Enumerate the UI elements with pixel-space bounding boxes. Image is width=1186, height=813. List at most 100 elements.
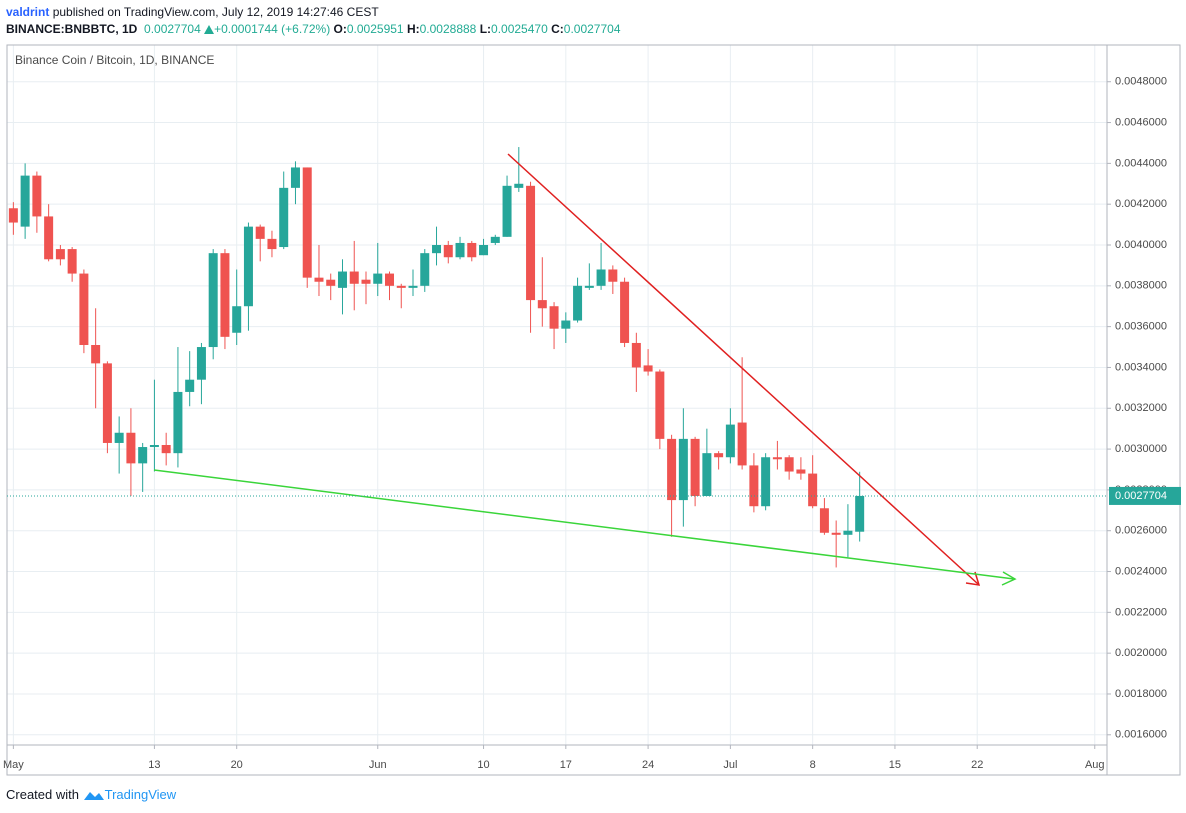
brand[interactable]: TradingView — [104, 787, 177, 802]
candle-body — [502, 185, 512, 237]
candle-body — [220, 253, 230, 337]
x-tick-label: 17 — [560, 759, 572, 771]
x-tick-label: Jun — [369, 759, 387, 771]
candle-body — [337, 271, 347, 288]
header: valdrint published on TradingView.com, J… — [6, 4, 621, 38]
chart-title: Binance Coin / Bitcoin, 1D, BINANCE — [15, 53, 214, 67]
candle-body — [373, 273, 383, 284]
candle-body — [361, 279, 371, 284]
y-tick-label: 0.0020000 — [1115, 647, 1167, 659]
candle-body — [808, 473, 818, 507]
candle-body — [20, 175, 30, 227]
resistance-line — [507, 153, 979, 585]
candle-body — [819, 508, 829, 533]
x-tick-label: 10 — [477, 759, 489, 771]
ohlc-label: O: — [333, 22, 347, 36]
candle-body — [455, 242, 465, 258]
candle-body — [326, 279, 336, 286]
ohlc-value: 0.0027704 — [563, 22, 621, 36]
candle-body — [102, 363, 112, 443]
candle-body — [67, 249, 77, 274]
candle-body — [91, 345, 101, 364]
candle-body — [749, 465, 759, 507]
candle-body — [173, 391, 183, 454]
candle-body — [420, 253, 430, 286]
candle-body — [208, 253, 218, 348]
candle-body — [385, 273, 395, 286]
candle-body — [526, 185, 536, 301]
candle-body — [161, 445, 171, 454]
created-with: Created with — [6, 787, 79, 802]
candle-body — [631, 342, 641, 368]
candle-body — [290, 167, 300, 188]
candle-body — [561, 320, 571, 329]
candle-body — [149, 445, 159, 448]
x-tick-label: Aug — [1085, 759, 1105, 771]
candle-body — [196, 347, 206, 380]
footer: Created with TradingView — [6, 787, 176, 802]
candle-body — [79, 273, 89, 345]
candle-body — [667, 438, 677, 501]
candle-body — [549, 306, 559, 329]
candle-body — [855, 495, 865, 532]
change: +0.0001744 (+6.72%) — [214, 22, 331, 36]
candle-body — [514, 183, 524, 188]
candle-body — [643, 365, 653, 372]
symbol: BINANCE:BNBBTC, 1D — [6, 22, 138, 36]
candle-body — [537, 300, 547, 309]
ohlc-label: L: — [479, 22, 492, 36]
candle-body — [725, 424, 735, 458]
y-tick-label: 0.0030000 — [1115, 443, 1167, 455]
last: 0.0027704 — [144, 22, 201, 36]
support-arrow — [1001, 571, 1017, 586]
last-price-box — [1109, 486, 1181, 505]
y-tick-label: 0.0040000 — [1115, 239, 1167, 251]
y-tick-label: 0.0032000 — [1115, 402, 1167, 414]
x-tick-label: 20 — [231, 759, 243, 771]
author[interactable]: valdrint — [6, 5, 50, 19]
candle-body — [843, 530, 853, 535]
frame — [6, 44, 1181, 776]
x-tick-label: 24 — [642, 759, 654, 771]
y-tick-label: 0.0024000 — [1115, 565, 1167, 577]
candle-body — [44, 216, 54, 260]
candle-body — [796, 469, 806, 474]
ohlc-value: 0.0028888 — [419, 22, 477, 36]
y-tick-label: 0.0042000 — [1115, 198, 1167, 210]
candle-body — [761, 457, 771, 507]
y-tick-label: 0.0026000 — [1115, 525, 1167, 537]
axes: 0.0016000 0.0018000 0.0020000 0.0022000 0.00… — [3, 76, 1181, 771]
y-tick-label: 0.0046000 — [1115, 116, 1167, 128]
candle-body — [314, 277, 324, 282]
x-tick-label: 13 — [148, 759, 160, 771]
candle-body — [490, 236, 500, 243]
candle-body — [55, 249, 65, 260]
candle-body — [573, 285, 583, 321]
support-line — [153, 469, 1015, 580]
candle-body — [678, 438, 688, 501]
candle-body — [443, 245, 453, 258]
publish-line: valdrint published on TradingView.com, J… — [6, 4, 621, 21]
x-tick-label: 8 — [810, 759, 816, 771]
y-tick-label: 0.0048000 — [1115, 76, 1167, 88]
y-tick-label: 0.0038000 — [1115, 280, 1167, 292]
ohlc-label: H: — [406, 22, 420, 36]
candle-body — [467, 242, 477, 258]
candle-body — [584, 285, 594, 288]
resistance-arrow — [965, 571, 981, 586]
candle-body — [32, 175, 42, 217]
ohlc-value: 0.0025470 — [491, 22, 548, 36]
x-tick-label: 22 — [971, 759, 983, 771]
candle-body — [831, 532, 841, 535]
candle-body — [185, 379, 195, 392]
last-price-label: 0.0027704 — [1115, 490, 1167, 502]
candle-body — [267, 238, 277, 250]
ohlc-value: 0.0025951 — [346, 22, 404, 36]
y-tick-label: 0.0034000 — [1115, 361, 1167, 373]
candle-body — [479, 245, 489, 256]
published: published on TradingView.com, July 12, 2… — [52, 5, 379, 19]
candle-body — [608, 269, 618, 282]
candle-body — [620, 281, 630, 343]
